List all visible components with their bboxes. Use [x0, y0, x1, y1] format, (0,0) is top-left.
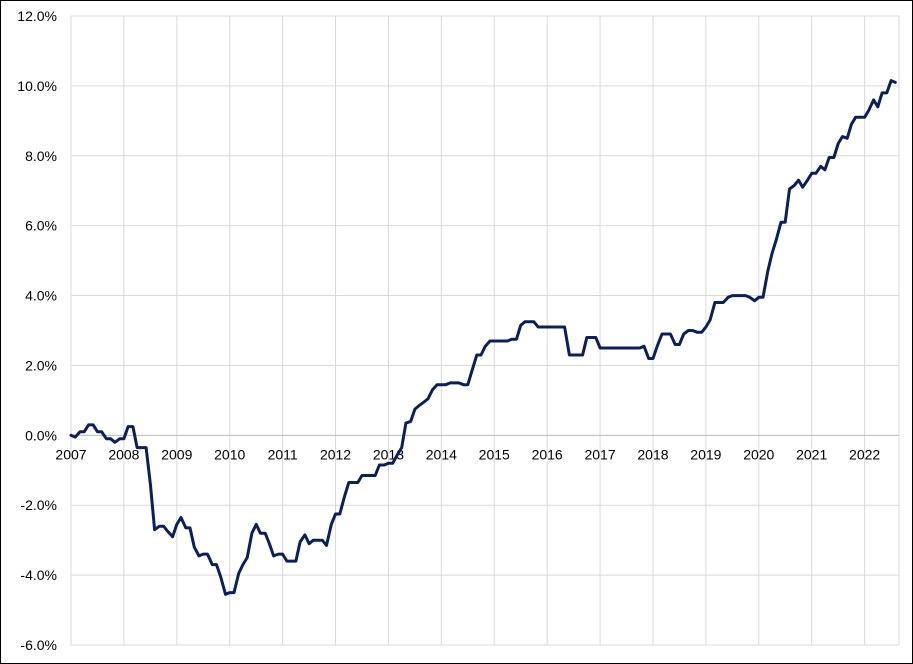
x-tick-label: 2012 — [320, 446, 351, 462]
x-tick-label: 2018 — [637, 446, 668, 462]
grid-lines — [70, 15, 900, 646]
y-tick-label: 8.0% — [25, 148, 57, 164]
x-axis-tick-labels: 2007 2008 2009 2010 2011 2012 2013 2014 2015 2016… — [55, 446, 880, 462]
x-tick-label: 2020 — [743, 446, 774, 462]
y-tick-label: -2.0% — [20, 497, 57, 513]
y-tick-label: -6.0% — [20, 637, 57, 653]
y-axis-tick-labels: 12.0% 10.0% 8.0% 6.0% 4.0% 2.0% 0.0% -2.0% -4.0%… — [17, 8, 57, 653]
x-tick-label: 2009 — [161, 446, 192, 462]
series-line — [69, 79, 897, 596]
x-tick-label: 2017 — [584, 446, 615, 462]
x-tick-label: 2016 — [532, 446, 563, 462]
y-tick-label: -4.0% — [20, 567, 57, 583]
x-tick-label: 2015 — [479, 446, 510, 462]
x-tick-label: 2007 — [55, 446, 86, 462]
x-tick-label: 2008 — [108, 446, 139, 462]
y-tick-label: 10.0% — [17, 78, 57, 94]
y-tick-label: 4.0% — [25, 288, 57, 304]
y-tick-label: 12.0% — [17, 8, 57, 24]
x-tick-label: 2022 — [849, 446, 880, 462]
y-tick-label: 0.0% — [25, 427, 57, 443]
x-tick-label: 2011 — [268, 446, 298, 462]
y-tick-label: 2.0% — [25, 357, 57, 373]
x-tick-label: 2019 — [690, 446, 721, 462]
series-layer — [69, 79, 897, 596]
x-tick-label: 2010 — [214, 446, 245, 462]
x-tick-label: 2021 — [796, 446, 827, 462]
x-tick-label: 2014 — [426, 446, 457, 462]
y-tick-label: 6.0% — [25, 218, 57, 234]
